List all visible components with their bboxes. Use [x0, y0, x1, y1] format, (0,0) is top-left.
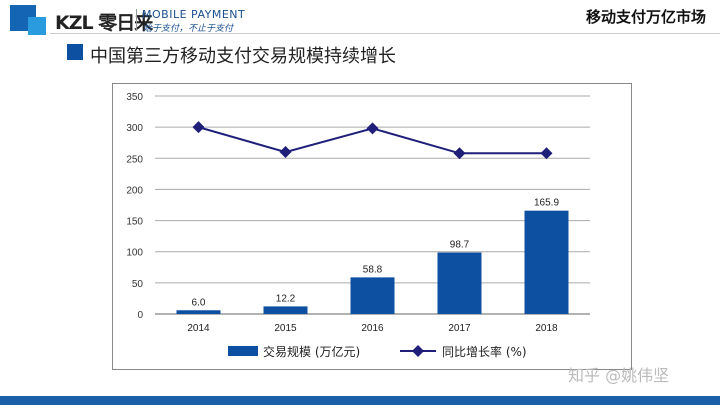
section-title: 移动支付万亿市场 — [585, 8, 706, 26]
brand-logo: KZL 零日来 — [55, 12, 153, 34]
y-tick-label: 350 — [126, 92, 143, 103]
line-marker — [192, 121, 205, 134]
bar — [263, 306, 308, 314]
y-tick-label: 100 — [126, 248, 143, 259]
x-tick-label: 2017 — [448, 323, 471, 334]
y-tick-label: 0 — [137, 310, 143, 321]
data-label: 58.8 — [363, 264, 383, 275]
title-bullet-icon — [67, 44, 83, 60]
bar — [437, 252, 482, 314]
line-marker — [540, 147, 553, 160]
y-tick-label: 50 — [132, 279, 144, 290]
x-tick-label: 2016 — [361, 323, 384, 334]
bar — [350, 277, 395, 314]
tagline-cn: 始于支付，不止于支付 — [143, 24, 234, 34]
y-tick-label: 250 — [126, 154, 143, 165]
legend-bar-label: 交易规模 (万亿元) — [263, 344, 360, 359]
line-marker — [279, 146, 292, 159]
header-divider — [50, 33, 720, 34]
data-label: 12.2 — [276, 293, 296, 304]
y-tick-label: 200 — [126, 185, 143, 196]
tagline-en: MOBILE PAYMENT — [142, 8, 246, 21]
y-tick-label: 300 — [126, 123, 143, 134]
watermark: 知乎 @姚伟坚 — [568, 366, 670, 385]
slide-title: 中国第三方移动支付交易规模持续增长 — [90, 46, 396, 67]
divider — [136, 9, 137, 31]
x-tick-label: 2018 — [535, 323, 558, 334]
footer-bar — [0, 396, 720, 405]
x-tick-label: 2014 — [187, 323, 210, 334]
data-label: 6.0 — [192, 297, 206, 308]
logo-square-accent — [28, 17, 46, 35]
data-label: 165.9 — [534, 198, 559, 209]
y-tick-label: 150 — [126, 217, 143, 228]
bar — [524, 210, 569, 314]
legend-line-marker — [412, 345, 424, 357]
legend-line-label: 同比增长率 (%) — [442, 344, 527, 359]
legend-bar-swatch — [228, 346, 258, 356]
data-label: 98.7 — [450, 240, 470, 251]
line-marker — [453, 147, 466, 160]
line-marker — [366, 122, 379, 135]
bar — [176, 310, 221, 314]
x-tick-label: 2015 — [274, 323, 297, 334]
